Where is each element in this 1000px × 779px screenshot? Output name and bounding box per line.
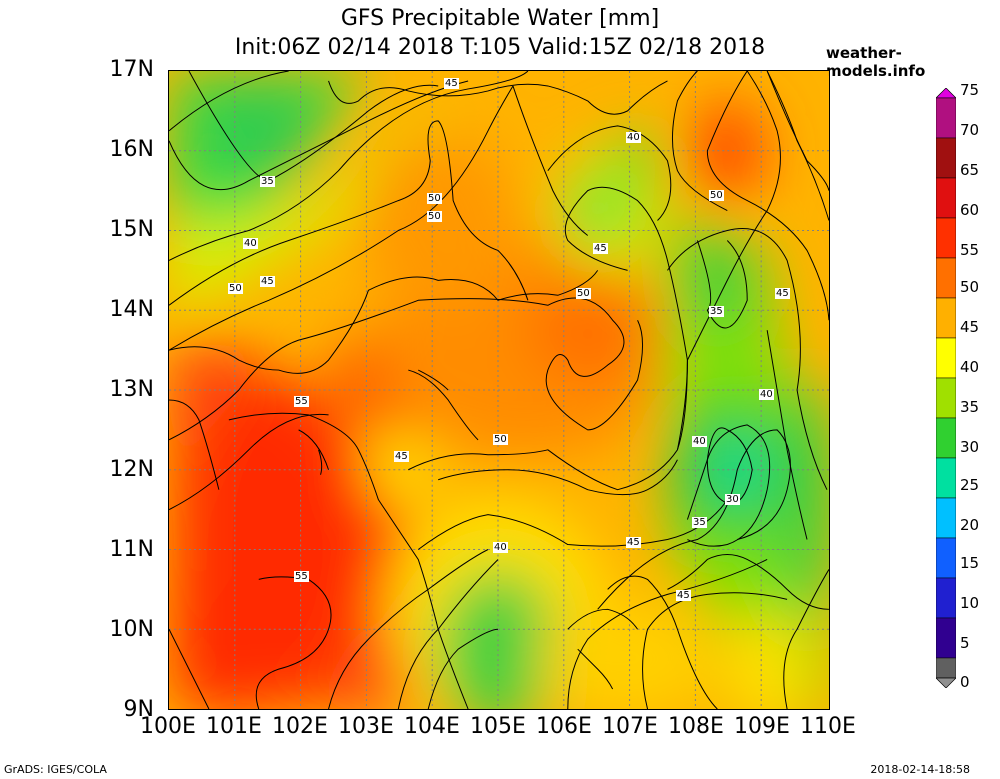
contour-label: 50 — [228, 283, 243, 294]
colorbar-label: 75 — [960, 81, 980, 99]
map-title: GFS Precipitable Water [mm] — [340, 6, 660, 31]
colorbar-label: 5 — [960, 634, 970, 652]
colorbar-label: 60 — [960, 201, 980, 219]
colorbar-label: 35 — [960, 398, 980, 416]
colorbar — [936, 88, 956, 688]
contour-label: 50 — [427, 193, 442, 204]
lat-lon-grid — [169, 71, 829, 709]
contour-label: 45 — [676, 590, 691, 601]
lat-label-13n: 13N — [109, 377, 154, 402]
lat-label-17n: 17N — [109, 57, 154, 82]
colorbar-label: 70 — [960, 121, 980, 139]
contour-label: 50 — [576, 288, 591, 299]
contour-label: 30 — [725, 494, 740, 505]
contour-label: 45 — [260, 276, 275, 287]
contour-label: 35 — [260, 176, 275, 187]
contour-label: 45 — [593, 243, 608, 254]
precipitable-water-map — [168, 70, 830, 710]
contour-label: 40 — [243, 238, 258, 249]
lon-label-100e: 100E — [140, 714, 196, 739]
colorbar-label: 15 — [960, 554, 980, 572]
site-name: weather-models.info — [826, 44, 926, 80]
coastlines — [169, 71, 829, 709]
colorbar-label: 55 — [960, 241, 980, 259]
contour-label: 45 — [394, 451, 409, 462]
colorbar-label: 30 — [960, 438, 980, 456]
lat-label-9n: 9N — [123, 697, 154, 722]
colorbar-label: 50 — [960, 278, 980, 296]
colorbar-label: 25 — [960, 476, 980, 494]
lon-label-104e: 104E — [404, 714, 460, 739]
lat-label-15n: 15N — [109, 217, 154, 242]
lon-label-105e: 105E — [470, 714, 526, 739]
colorbar-label: 10 — [960, 594, 980, 612]
map-subtitle: Init:06Z 02/14 2018 T:105 Valid:15Z 02/1… — [234, 35, 766, 60]
contour-label: 40 — [493, 542, 508, 553]
contour-label: 35 — [709, 306, 724, 317]
contour-label: 40 — [759, 389, 774, 400]
lon-label-109e: 109E — [734, 714, 790, 739]
colorbar-label: 65 — [960, 161, 980, 179]
lat-label-12n: 12N — [109, 457, 154, 482]
footer-timestamp: 2018-02-14-18:58 — [870, 763, 970, 776]
colorbar-label: 45 — [960, 318, 980, 336]
lon-label-101e: 101E — [206, 714, 262, 739]
colorbar-label: 20 — [960, 516, 980, 534]
lat-label-10n: 10N — [109, 617, 154, 642]
contour-label: 50 — [427, 211, 442, 222]
contour-label: 45 — [444, 78, 459, 89]
contour-label: 50 — [493, 434, 508, 445]
lon-label-110e: 110E — [800, 714, 856, 739]
contour-label: 45 — [775, 288, 790, 299]
precip-field — [169, 71, 829, 709]
contour-label: 50 — [709, 190, 724, 201]
lon-label-106e: 106E — [536, 714, 592, 739]
footer-credit: GrADS: IGES/COLA — [4, 763, 107, 776]
colorbar-label: 0 — [960, 673, 970, 691]
contour-label: 55 — [294, 571, 309, 582]
contour-label: 35 — [692, 517, 707, 528]
contour-label: 40 — [692, 436, 707, 447]
lat-label-14n: 14N — [109, 297, 154, 322]
lon-label-102e: 102E — [272, 714, 328, 739]
contour-label: 55 — [294, 396, 309, 407]
lat-label-16n: 16N — [109, 137, 154, 162]
lat-label-11n: 11N — [109, 537, 154, 562]
lon-label-108e: 108E — [668, 714, 724, 739]
contour-label: 45 — [626, 537, 641, 548]
lon-label-103e: 103E — [338, 714, 394, 739]
contour-label: 40 — [626, 132, 641, 143]
lon-label-107e: 107E — [602, 714, 658, 739]
colorbar-label: 40 — [960, 358, 980, 376]
